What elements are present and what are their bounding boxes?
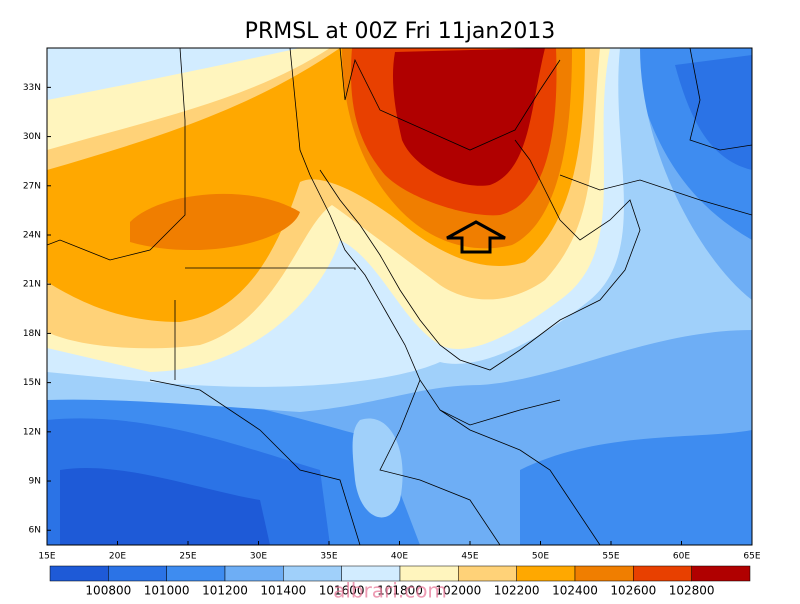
map-title: PRMSL at 00Z Fri 11jan2013 [245,19,556,44]
y-tick-label: 21N [23,280,41,290]
colorbar-swatch [691,565,751,582]
x-tick-label: 65E [743,552,760,562]
coastline [185,267,356,270]
x-tick-label: 30E [250,552,267,562]
colorbar-label: 101200 [202,584,248,598]
pressure-field [47,48,752,545]
x-tick-label: 25E [179,552,196,562]
pressure-band [60,467,270,545]
coastline [439,409,601,545]
colorbar: 100800 101000 101200 101400 101600 101800 1020… [49,565,751,598]
colorbar-swatch [224,565,284,582]
watermark: albrari.com [333,579,447,601]
colorbar-swatch [516,565,576,582]
arrow [446,220,506,254]
coastline [339,48,561,151]
colorbar-label: 102400 [552,584,598,598]
x-tick-label: 40E [391,552,408,562]
axes: 15E 20E 25E 30E 35E 40E 45E 50E 55E 60E 65E 33N 30N 2… [23,83,761,562]
coastline [149,379,361,545]
coastline [379,379,501,545]
colorbar-label: 102800 [669,584,715,598]
coastline [289,48,561,426]
colorbar-label: 101400 [260,584,306,598]
y-tick-label: 30N [23,132,41,142]
colorbar-label: 102000 [435,584,481,598]
x-tick-label: 35E [320,552,337,562]
pressure-band [675,55,752,170]
colorbar-swatch [574,565,634,582]
pressure-band [520,430,752,545]
colorbar-swatch [166,565,226,582]
colorbar-swatch [49,565,109,582]
pressure-band [352,418,403,518]
y-tick-label: 15N [23,378,41,388]
colorbar-label: 101600 [319,584,365,598]
y-tick-label: 27N [23,181,41,191]
coastline [319,139,641,371]
colorbar-label: 102600 [610,584,656,598]
coastline [559,174,752,216]
y-tick-label: 6N [29,526,41,536]
colorbar-swatch [458,565,517,582]
x-tick-label: 60E [673,552,690,562]
pressure-band [392,48,545,186]
colorbar-label: 101000 [144,584,190,598]
colorbar-swatch [108,565,167,582]
colorbar-label: 100800 [85,584,131,598]
coastline [47,48,186,261]
y-tick-label: 24N [23,230,41,240]
y-tick-label: 18N [23,329,41,339]
y-tick-label: 33N [23,83,41,93]
x-tick-label: 45E [461,552,478,562]
coastlines [47,48,752,545]
coastline [689,48,752,151]
colorbar-label: 101800 [377,584,423,598]
x-tick-label: 55E [602,552,619,562]
y-tick-label: 9N [29,477,41,487]
colorbar-label: 102200 [494,584,540,598]
x-tick-label: 20E [109,552,126,562]
y-tick-label: 12N [23,427,41,437]
x-tick-label: 50E [532,552,549,562]
x-tick-label: 15E [38,552,55,562]
colorbar-swatch [633,565,692,582]
pressure-band [130,193,300,251]
